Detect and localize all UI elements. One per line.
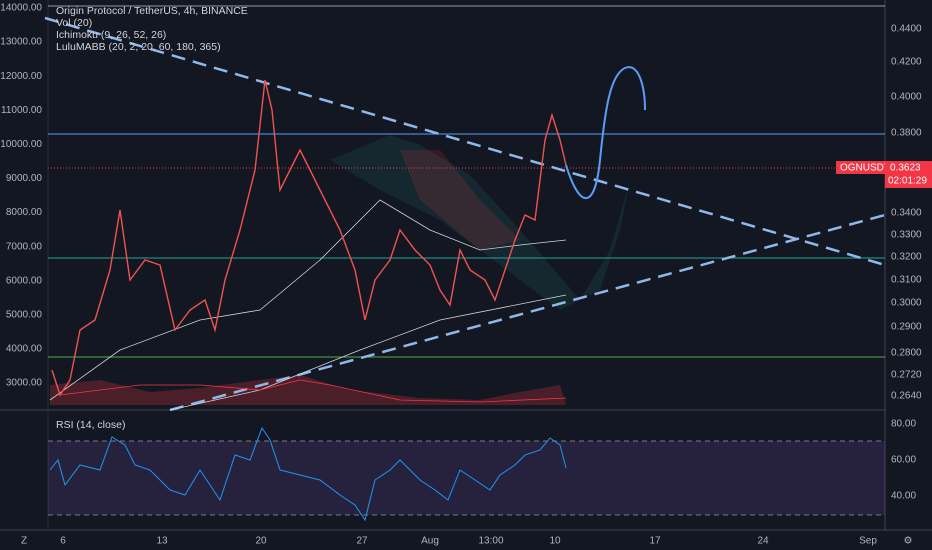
- left-axis-label: 3000.00: [6, 378, 43, 389]
- moving-average: [169, 294, 567, 411]
- time-axis-label: 10: [549, 536, 561, 547]
- time-axis-label: Sep: [859, 536, 877, 547]
- right-axis-label: 0.4000: [891, 92, 922, 103]
- time-axis-label: Aug: [421, 536, 439, 547]
- right-axis-label: 0.3300: [891, 230, 922, 241]
- legend-indicator: Vol (20): [56, 17, 92, 29]
- time-axis-label: 27: [356, 536, 368, 547]
- right-axis-label: 0.3100: [891, 275, 922, 286]
- right-axis-label: 0.3200: [891, 252, 922, 263]
- ichimoku-cloud: [400, 150, 520, 250]
- price-series: [51, 79, 567, 397]
- right-axis-label: 0.3800: [891, 128, 922, 139]
- time-axis-label: 6: [60, 536, 66, 547]
- legend-indicator: Ichimoku (9, 26, 52, 26): [56, 29, 166, 41]
- volume: [50, 375, 566, 405]
- left-axis-label: 9000.00: [6, 173, 43, 184]
- rsi-axis-label: 40.00: [891, 491, 916, 502]
- right-axis-label: 0.3400: [891, 208, 922, 219]
- left-axis-label: 14000.00: [0, 3, 42, 14]
- time-axis-label: 13:00: [478, 536, 503, 547]
- rsi-label: RSI (14, close): [56, 419, 125, 431]
- right-axis-label: 0.2800: [891, 348, 922, 359]
- right-axis-label: 0.2900: [891, 322, 922, 333]
- time-axis-label: 24: [757, 536, 769, 547]
- price-tag: [885, 161, 932, 188]
- left-axis-label: 13000.00: [0, 37, 42, 48]
- trend-line: [169, 213, 886, 412]
- price-tag-countdown: 02:01:29: [888, 176, 927, 187]
- left-axis-label: 11000.00: [1, 105, 42, 116]
- ichimoku-cloud: [330, 135, 630, 310]
- left-axis-label: 7000.00: [6, 241, 43, 252]
- time-axis-label: 13: [156, 536, 168, 547]
- rsi-band: [48, 441, 885, 515]
- right-axis-label: 0.4200: [891, 57, 922, 68]
- left-axis-label: 12000.00: [0, 71, 42, 82]
- legend-indicator: LuluMABB (20, 2, 20, 60, 180, 365): [56, 41, 221, 53]
- rsi-axis-label: 60.00: [891, 455, 916, 466]
- price-tag-symbol: OGNUSDT: [840, 163, 890, 174]
- left-axis-label: 10000.00: [0, 139, 42, 150]
- right-axis-label: 0.2640: [891, 391, 922, 402]
- legend-title: Origin Protocol / TetherUS, 4h, BINANCE: [56, 5, 248, 17]
- moving-average: [59, 379, 567, 403]
- left-axis-label: 8000.00: [6, 207, 43, 218]
- rsi-axis-label: 80.00: [891, 419, 916, 430]
- right-axis-label: 0.4400: [891, 24, 922, 35]
- time-axis-label: 17: [649, 536, 661, 547]
- trend-line: [44, 16, 886, 267]
- right-axis-label: 0.2720: [891, 370, 922, 381]
- left-axis-label: 6000.00: [6, 275, 43, 286]
- left-axis-label: 5000.00: [6, 310, 43, 321]
- time-axis-label: 20: [255, 536, 267, 547]
- settings-icon[interactable]: ⚙: [904, 536, 913, 547]
- price-tag: [836, 161, 896, 174]
- price-tag-price: 0.3623: [890, 163, 921, 174]
- timezone-icon[interactable]: Z: [21, 536, 27, 547]
- right-axis-label: 0.3000: [891, 298, 922, 309]
- projection-drawing: [565, 66, 646, 199]
- moving-average: [49, 199, 567, 401]
- left-axis-label: 4000.00: [6, 344, 43, 355]
- rsi-line: [49, 426, 567, 522]
